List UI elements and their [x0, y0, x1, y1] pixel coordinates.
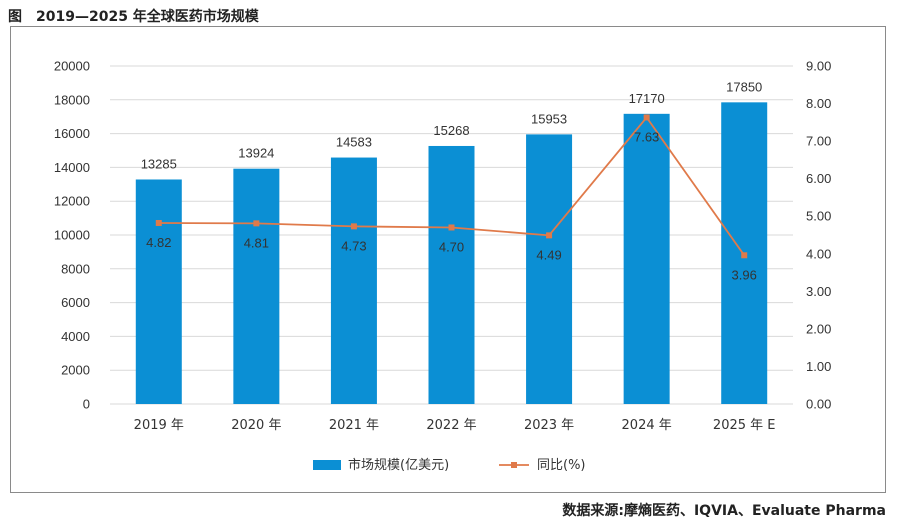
- legend-bar-swatch: [313, 460, 341, 470]
- legend-bar-label: 市场规模(亿美元): [348, 457, 449, 473]
- y-left-tick-label: 4000: [61, 329, 90, 344]
- bar: [623, 113, 670, 405]
- legend-layer: 市场规模(亿美元) 同比(%): [313, 457, 586, 473]
- y-right-tick-label: 9.00: [806, 59, 831, 74]
- figure-title: 图 2019—2025 年全球医药市场规模: [8, 9, 259, 25]
- y-left-tick-label: 20000: [54, 59, 90, 74]
- bar-value-label: 15953: [531, 111, 567, 126]
- line-layer: [155, 114, 748, 259]
- line-value-label: 4.81: [244, 235, 269, 250]
- x-tick-label: 2020 年: [231, 418, 281, 433]
- x-tick-label: 2022 年: [426, 418, 476, 433]
- bar-value-label: 14583: [336, 135, 372, 150]
- bar: [233, 168, 280, 404]
- bar: [428, 145, 475, 404]
- x-tick-label: 2023 年: [524, 418, 574, 433]
- line-value-label: 7.63: [634, 129, 659, 144]
- y-right-tick-label: 6.00: [806, 171, 831, 186]
- y-left-tick-label: 10000: [54, 228, 90, 243]
- source-note: 数据来源:摩熵医药、IQVIA、Evaluate Pharma: [562, 503, 886, 519]
- y-right-tick-label: 7.00: [806, 134, 831, 149]
- y-right-tick-label: 8.00: [806, 96, 831, 111]
- axes-layer: 0 2000 4000 6000 8000 10000 12000 14000 16000 180…: [54, 59, 831, 434]
- bar: [526, 134, 573, 405]
- line-point: [350, 223, 357, 230]
- line-point: [448, 224, 455, 231]
- line-value-label: 4.82: [146, 235, 171, 250]
- y-left-tick-label: 0: [83, 397, 90, 412]
- bar-value-label: 13285: [141, 156, 177, 171]
- line-point: [546, 232, 553, 239]
- chart-frame: [10, 26, 886, 493]
- bar-value-label: 13924: [238, 146, 274, 161]
- line-value-label: 3.96: [732, 267, 757, 282]
- line-point: [741, 252, 748, 259]
- bar-value-label: 15268: [433, 123, 469, 138]
- legend-line-marker: [511, 462, 517, 468]
- y-left-tick-label: 2000: [61, 363, 90, 378]
- y-right-tick-label: 3.00: [806, 284, 831, 299]
- bar: [135, 179, 182, 404]
- line-point: [253, 220, 260, 227]
- y-left-tick-label: 6000: [61, 295, 90, 310]
- y-right-tick-label: 0.00: [806, 397, 831, 412]
- y-left-tick-label: 14000: [54, 160, 90, 175]
- x-tick-label: 2019 年: [134, 418, 184, 433]
- labels-layer: 13285 13924 14583 15268 15953 17170 17850 4.82 4…: [141, 79, 763, 282]
- y-left-tick-label: 8000: [61, 261, 90, 276]
- line-value-label: 4.70: [439, 239, 464, 254]
- bar-value-label: 17850: [726, 79, 762, 94]
- line-point: [643, 114, 650, 121]
- y-left-tick-label: 16000: [54, 126, 90, 141]
- x-tick-label: 2024 年: [622, 418, 672, 433]
- line-point: [155, 219, 162, 226]
- x-tick-label: 2025 年 E: [713, 418, 776, 433]
- y-left-tick-label: 12000: [54, 194, 90, 209]
- line-value-label: 4.49: [536, 247, 561, 262]
- y-right-tick-label: 1.00: [806, 359, 831, 374]
- y-right-tick-label: 4.00: [806, 246, 831, 261]
- line-value-label: 4.73: [341, 238, 366, 253]
- y-left-tick-label: 18000: [54, 92, 90, 107]
- y-right-tick-label: 2.00: [806, 321, 831, 336]
- y-right-tick-label: 5.00: [806, 209, 831, 224]
- bar: [330, 157, 377, 404]
- legend-line-label: 同比(%): [537, 458, 586, 473]
- x-tick-label: 2021 年: [329, 418, 379, 433]
- bar-value-label: 17170: [629, 91, 665, 106]
